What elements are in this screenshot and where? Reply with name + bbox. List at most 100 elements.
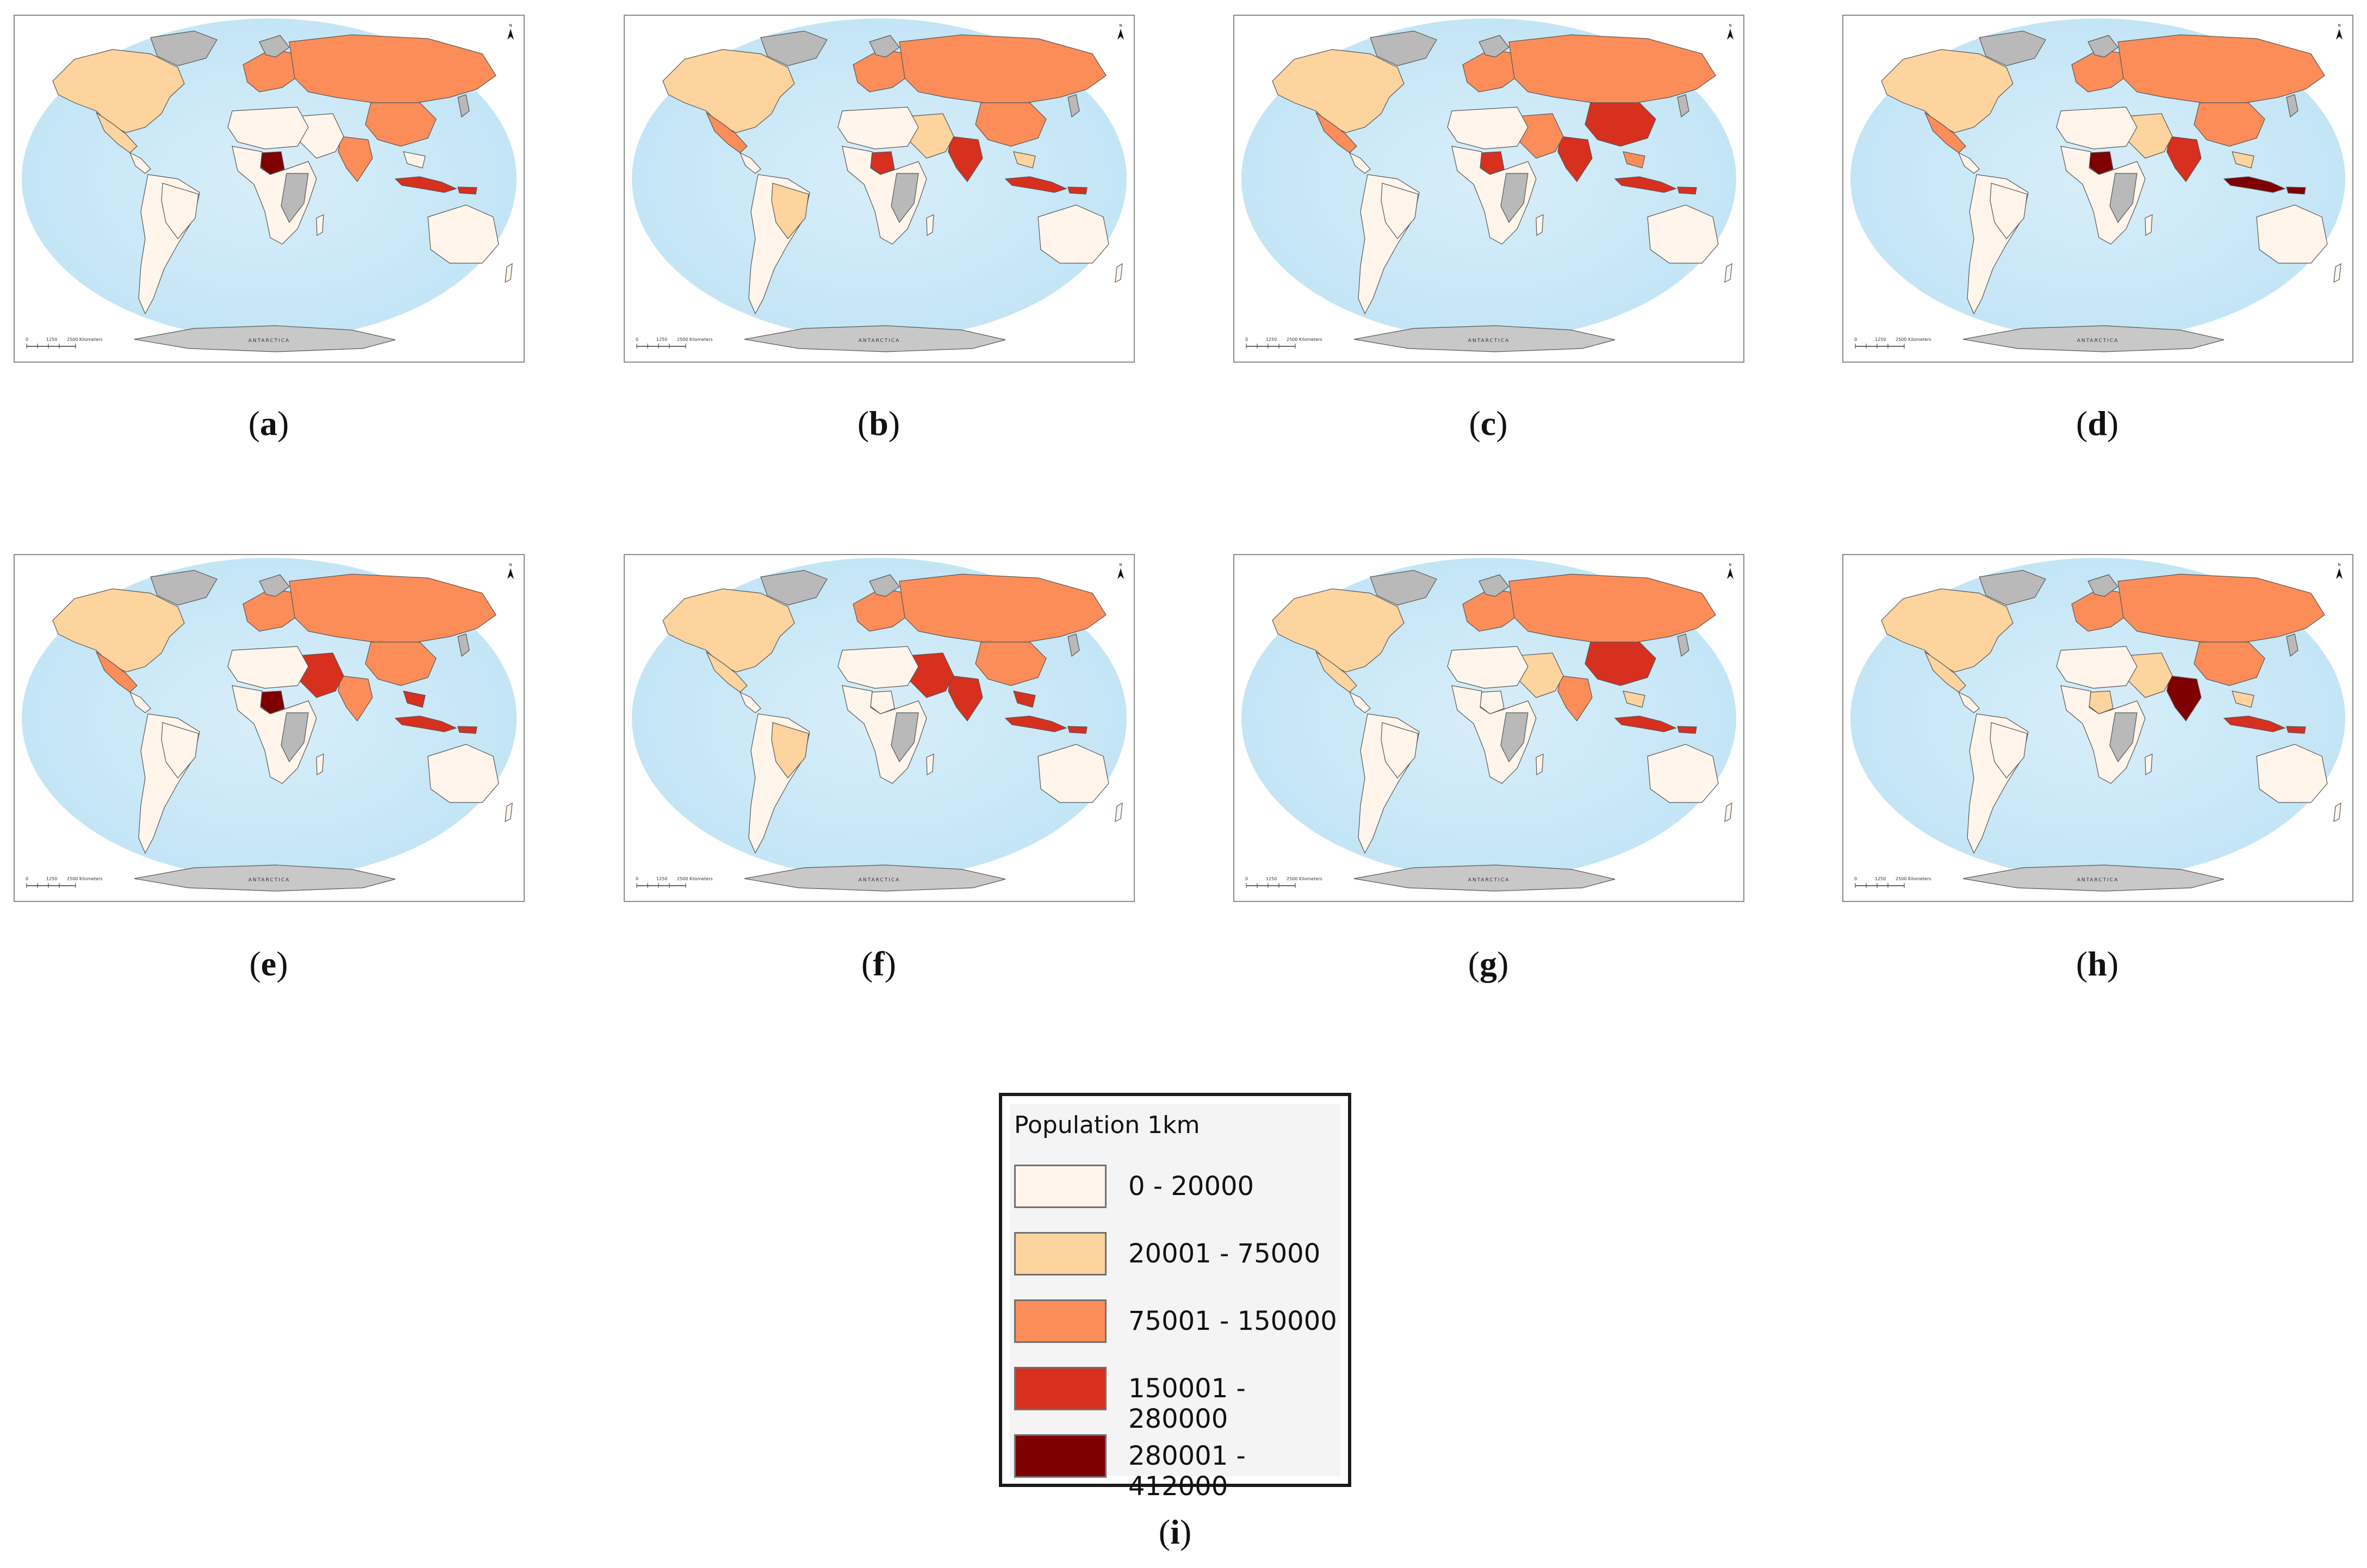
- legend-caption-letter: i: [1170, 1513, 1180, 1551]
- antarctica-label: ANTARCTICA: [1468, 338, 1510, 344]
- region-indonesia: [1004, 176, 1067, 193]
- panel-caption-letter: a: [260, 404, 277, 443]
- region-india: [338, 675, 373, 722]
- region-sea-asia: [2232, 690, 2254, 708]
- region-americas-n: [1272, 588, 1405, 673]
- region-africa-n: [837, 107, 919, 150]
- world-map: ANTARCTICA 0 1250 2500 Kilometers N: [22, 18, 517, 352]
- region-americas-n: [52, 588, 185, 673]
- scale-label-end: 2500 Kilometers: [1287, 876, 1322, 881]
- scale-label-zero: 0: [1854, 876, 1857, 881]
- panel-caption-c: (c): [1469, 404, 1508, 443]
- region-japan: [1677, 94, 1689, 118]
- region-americas-n: [662, 49, 795, 133]
- region-central: [1349, 152, 1371, 174]
- legend-swatch: [1014, 1367, 1107, 1410]
- region-eurasia-n: [899, 34, 1107, 103]
- world-map: ANTARCTICA 0 1250 2500 Kilometers N: [1241, 558, 1736, 892]
- region-china: [365, 102, 437, 147]
- region-india: [2166, 136, 2202, 183]
- legend-label: 280001 - 412000: [1128, 1441, 1246, 1502]
- region-png: [1677, 726, 1697, 734]
- region-eurasia-n: [1508, 574, 1716, 643]
- region-africa-n: [837, 646, 919, 689]
- region-africa: [1451, 146, 1537, 245]
- svg-text:N: N: [1729, 23, 1731, 28]
- map-panel-a: ANTARCTICA 0 1250 2500 Kilometers N: [14, 15, 525, 363]
- region-png: [1677, 186, 1697, 195]
- legend-swatch: [1014, 1299, 1107, 1343]
- region-antarctica: [1962, 325, 2225, 352]
- legend-title: Population 1km: [1014, 1111, 1200, 1139]
- region-australia: [2256, 744, 2328, 803]
- region-africa-gray: [1500, 712, 1529, 763]
- north-arrow-icon: N: [2336, 23, 2343, 40]
- region-scandinavia: [259, 574, 290, 597]
- svg-text:N: N: [2338, 563, 2340, 567]
- legend-body: Population 1km 0 - 20000 20001 - 75000 7…: [1010, 1104, 1340, 1502]
- region-americas-n: [662, 588, 795, 673]
- region-indonesia: [394, 176, 457, 193]
- region-eurasia-n: [2117, 574, 2325, 643]
- region-africa: [2060, 685, 2146, 784]
- svg-text:N: N: [509, 563, 512, 567]
- legend: Population 1km 0 - 20000 20001 - 75000 7…: [999, 1093, 1351, 1502]
- north-arrow-icon: N: [507, 23, 514, 40]
- map-panel-c: ANTARCTICA 0 1250 2500 Kilometers N: [1233, 15, 1744, 363]
- antarctica-label: ANTARCTICA: [248, 878, 290, 883]
- scale-label-end: 2500 Kilometers: [677, 876, 713, 881]
- region-madagascar: [2145, 754, 2153, 776]
- region-india: [948, 136, 983, 183]
- antarctica-label: ANTARCTICA: [2077, 338, 2119, 344]
- region-mexico: [1924, 111, 1966, 153]
- map-frame: ANTARCTICA 0 1250 2500 Kilometers N: [14, 15, 525, 363]
- region-india: [1557, 136, 1593, 183]
- region-eurasia-n: [899, 574, 1107, 643]
- panel-caption-f: (f): [861, 944, 896, 983]
- region-antarctica: [1353, 325, 1616, 352]
- region-china: [2194, 642, 2265, 686]
- region-japan: [1677, 633, 1689, 657]
- region-sea-asia: [1623, 690, 1645, 708]
- scale-label-end: 2500 Kilometers: [1896, 876, 1931, 881]
- region-antarctica: [134, 864, 396, 892]
- panel-caption-letter: c: [1480, 404, 1496, 443]
- scale-bar: 0 1250 2500 Kilometers: [26, 876, 103, 888]
- region-nz: [2333, 263, 2341, 283]
- region-sea-asia: [403, 690, 426, 708]
- region-africa-gray: [1500, 173, 1529, 223]
- region-madagascar: [1536, 754, 1544, 776]
- region-africa: [232, 685, 317, 784]
- region-greenland: [150, 570, 218, 606]
- region-brazil: [161, 183, 199, 239]
- legend-item: 75001 - 150000: [1014, 1299, 1340, 1347]
- region-australia: [1037, 204, 1109, 264]
- region-eurasia-n: [289, 574, 496, 643]
- region-nz: [505, 263, 513, 283]
- region-japan: [1067, 633, 1080, 657]
- region-greenland: [760, 570, 828, 606]
- region-africa-gray: [281, 712, 309, 763]
- region-nz: [2333, 802, 2341, 823]
- region-china: [975, 642, 1047, 686]
- region-indonesia: [1004, 715, 1067, 732]
- panel-caption-d: (d): [2076, 404, 2119, 443]
- region-eurasia-n: [2117, 34, 2325, 103]
- map-frame: ANTARCTICA 0 1250 2500 Kilometers N: [14, 554, 525, 902]
- region-central: [1958, 152, 1980, 174]
- region-japan: [457, 633, 470, 657]
- region-greenland: [1370, 30, 1437, 66]
- region-madagascar: [926, 214, 934, 237]
- svg-text:N: N: [2338, 23, 2340, 28]
- legend-label: 0 - 20000: [1128, 1171, 1254, 1202]
- panel-caption-b: (b): [857, 404, 900, 443]
- region-eurasia-n: [1508, 34, 1716, 103]
- region-greenland: [150, 30, 218, 66]
- region-china: [365, 642, 437, 686]
- north-arrow-icon: N: [1727, 563, 1734, 579]
- region-mexico: [1315, 651, 1357, 693]
- region-africa-n: [2056, 107, 2138, 150]
- region-australia: [427, 744, 499, 803]
- panel-caption-g: (g): [1468, 944, 1509, 983]
- scale-bar: 0 1250 2500 Kilometers: [1854, 876, 1931, 888]
